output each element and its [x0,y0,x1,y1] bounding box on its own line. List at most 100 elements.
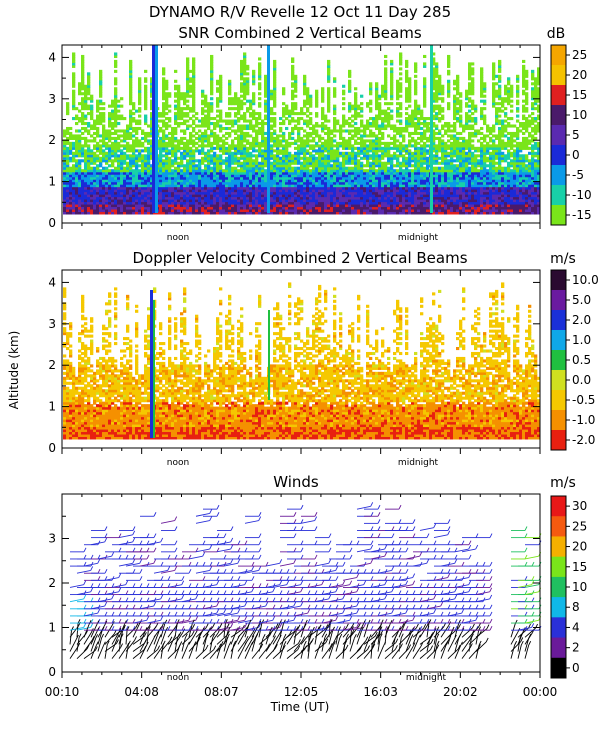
field-cell [99,159,103,163]
field-cell [93,161,97,165]
field-cell [258,77,262,81]
field-cell [69,146,73,150]
field-cell [180,97,184,101]
field-cell [138,171,142,175]
field-cell [213,184,217,188]
field-cell [195,198,199,203]
field-cell [90,107,94,111]
field-cell [174,107,178,111]
field-cell [150,104,154,108]
field-cell [171,206,175,210]
field-cell [99,144,103,148]
field-cell [192,186,196,190]
field-cell [138,176,142,180]
field-cell [228,112,232,116]
field-cell [333,139,337,143]
field-cell [69,196,73,200]
field-cell [165,87,169,91]
field-cell [129,164,133,168]
field-cell [180,194,184,198]
field-cell [117,206,121,210]
field-cell [186,196,190,200]
field-cell [258,126,262,131]
field-cell [258,117,262,121]
field-cell [174,189,178,193]
field-cell [186,79,190,83]
field-cell [252,92,256,96]
field-cell [246,72,250,76]
field-cell [141,189,145,193]
field-cell [288,198,292,203]
field-cell [285,109,289,113]
field-cell [261,211,265,215]
field-cell [63,186,67,190]
field-cell [186,146,190,150]
field-cell [273,191,277,195]
field-cell [135,186,139,190]
field-cell [120,211,124,215]
field-cell [210,59,214,63]
field-cell [258,82,262,86]
field-cell [351,104,355,108]
field-cell [417,136,421,140]
field-cell [354,151,358,155]
field-cell [168,169,172,173]
field-cell [96,194,100,198]
field-cell [285,149,289,153]
field-cell [108,144,112,148]
field-cell [261,194,265,198]
field-cell [333,149,337,153]
field-cell [165,174,169,178]
field-cell [69,151,73,155]
field-cell [273,62,277,66]
field-cell [279,171,283,175]
field-cell [210,196,214,200]
field-cell [204,198,208,203]
field-cell [207,117,211,121]
field-cell [168,136,172,140]
field-cell [138,107,142,111]
field-cell [123,176,127,180]
field-cell [255,161,259,165]
field-cell [210,141,214,145]
field-cell [417,104,421,108]
field-cell [231,156,235,160]
field-cell [237,201,241,205]
field-cell [201,131,205,136]
field-cell [297,144,301,148]
field-cell [162,164,166,168]
field-cell [180,203,184,208]
field-cell [84,164,88,168]
field-cell [138,211,142,215]
field-cell [210,181,214,185]
field-cell [393,151,397,155]
field-cell [240,72,244,76]
field-cell [171,181,175,185]
field-cell [291,77,295,81]
field-cell [261,176,265,180]
field-cell [114,131,118,136]
field-cell [231,184,235,188]
field-cell [123,161,127,165]
field-cell [108,211,112,215]
field-cell [114,184,118,188]
field-cell [114,141,118,145]
field-cell [147,184,151,188]
field-cell [129,99,133,103]
field-cell [105,156,109,160]
field-cell [198,136,202,140]
field-cell [285,144,289,148]
field-cell [147,211,151,215]
field-cell [72,59,76,63]
field-cell [198,169,202,173]
field-cell [78,198,82,203]
field-cell [84,139,88,143]
field-cell [96,166,100,170]
field-cell [258,62,262,66]
field-cell [66,102,70,106]
field-cell [165,203,169,208]
field-cell [243,114,247,118]
field-cell [225,119,229,123]
field-cell [234,194,238,198]
field-cell [198,171,202,175]
